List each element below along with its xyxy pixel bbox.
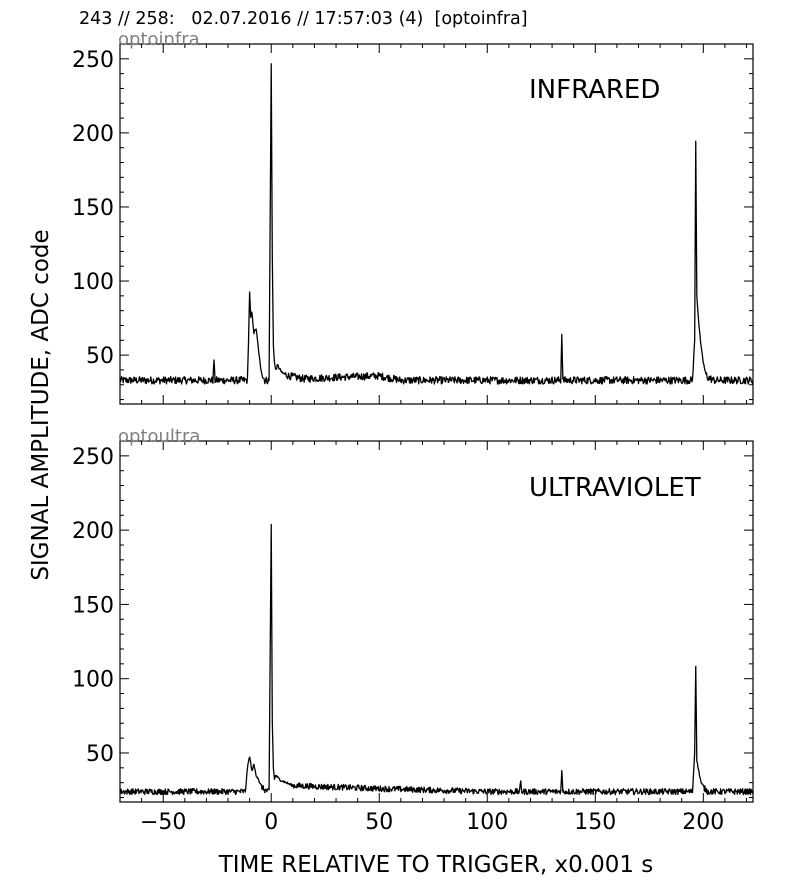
y-tick-label: 200	[72, 519, 114, 544]
panel-label: optoultra	[118, 426, 200, 447]
y-tick-label: 150	[72, 593, 114, 618]
data-series-line	[119, 63, 754, 385]
y-tick-label: 100	[72, 668, 114, 693]
x-tick-label: 100	[466, 810, 508, 835]
y-axis-label: SIGNAL AMPLITUDE, ADC code	[28, 229, 54, 580]
x-axis-label: TIME RELATIVE TO TRIGGER, x0.001 s	[218, 852, 654, 878]
x-tick-label: 0	[264, 810, 278, 835]
x-tick-label: 50	[365, 810, 393, 835]
panel-title: INFRARED	[529, 75, 660, 105]
y-tick-label: 100	[72, 270, 114, 295]
x-tick-label: 150	[574, 810, 616, 835]
y-tick-label: 50	[86, 344, 114, 369]
data-series-line	[119, 523, 754, 796]
y-tick-label: 250	[72, 48, 114, 73]
y-tick-label: 50	[86, 742, 114, 767]
y-tick-label: 200	[72, 122, 114, 147]
panel-label: optoinfra	[118, 29, 200, 50]
y-tick-label: 150	[72, 196, 114, 221]
panel-title: ULTRAVIOLET	[529, 473, 701, 503]
plot-frame	[119, 43, 754, 405]
plot-frame	[119, 440, 754, 803]
x-tick-label: −50	[140, 810, 186, 835]
y-tick-label: 250	[72, 445, 114, 470]
figure-header: 243 // 258: 02.07.2016 // 17:57:03 (4) […	[79, 9, 528, 29]
x-tick-label: 200	[682, 810, 724, 835]
